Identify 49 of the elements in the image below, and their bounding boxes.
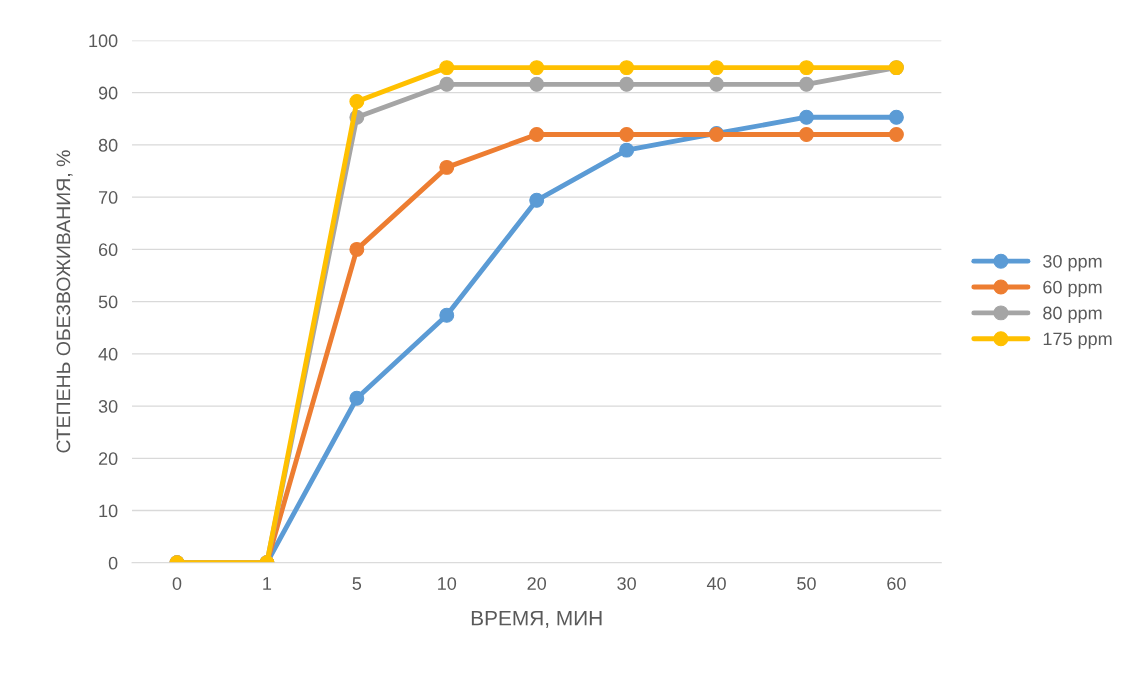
point: [439, 60, 455, 76]
point: [709, 76, 725, 92]
x-tick-label: 5: [352, 577, 362, 590]
y-tick-label: 20: [98, 452, 118, 466]
point: [529, 192, 545, 208]
legend-label: 60 ppm: [1043, 280, 1102, 298]
point: [619, 142, 635, 158]
point: [349, 94, 365, 110]
point: [529, 127, 545, 142]
legend-label: 175 ppm: [1043, 332, 1112, 349]
point: [619, 127, 635, 142]
y-tick-label: 50: [98, 295, 118, 309]
point: [529, 60, 545, 76]
legend-label: 30 ppm: [1043, 254, 1102, 272]
point: [799, 109, 814, 125]
x-tick-label: 30: [617, 577, 636, 590]
x-tick-label: 20: [527, 577, 547, 590]
point: [709, 60, 725, 76]
y-tick-label: 60: [98, 243, 118, 257]
x-tick-label: 60: [887, 577, 906, 590]
x-tick-label: 40: [706, 577, 726, 590]
point: [799, 76, 814, 92]
point: [529, 76, 545, 92]
y-tick-label: 100: [89, 34, 118, 48]
x-tick-label: 1: [263, 577, 272, 590]
point: [619, 76, 635, 92]
x-tick-label: 50: [797, 577, 816, 590]
point: [349, 241, 365, 257]
y-tick-label: 70: [98, 191, 118, 204]
y-tick-label: 90: [98, 86, 118, 100]
x-axis-title: ВРЕМЯ, МИН: [471, 610, 602, 628]
point: [439, 76, 455, 92]
point: [799, 127, 814, 142]
point: [439, 307, 455, 323]
point: [799, 60, 814, 76]
y-tick-label: 80: [98, 138, 118, 152]
point: [888, 127, 904, 142]
point: [349, 390, 365, 406]
y-axis-title: СТЕПЕНЬ ОБЕЗВОЖИВАНИЯ, %: [56, 150, 73, 453]
y-tick-label: 40: [98, 347, 118, 361]
point: [888, 109, 904, 125]
legend-label: 80 ppm: [1043, 306, 1102, 323]
point: [439, 159, 455, 175]
y-tick-label: 0: [108, 556, 118, 570]
x-tick-label: 0: [172, 577, 182, 590]
point: [619, 60, 635, 76]
y-tick-label: 10: [99, 504, 118, 518]
y-tick-label: 30: [98, 400, 118, 413]
x-tick-label: 10: [438, 577, 457, 590]
